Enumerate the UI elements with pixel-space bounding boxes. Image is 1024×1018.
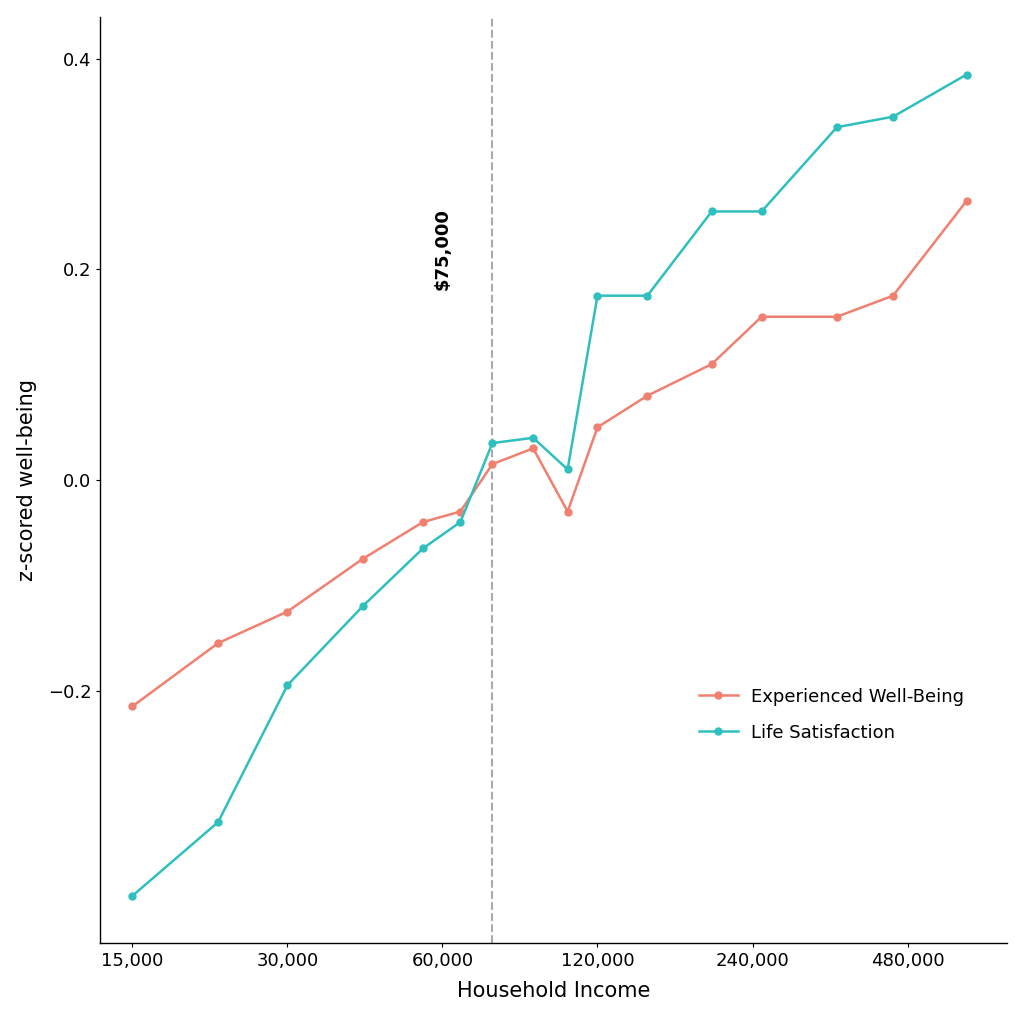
- Line: Life Satisfaction: Life Satisfaction: [129, 71, 970, 899]
- Life Satisfaction: [641, 289, 653, 301]
- Life Satisfaction: [356, 601, 369, 613]
- Experienced Well-Being: [417, 516, 429, 528]
- Life Satisfaction: [126, 890, 138, 902]
- Experienced Well-Being: [591, 421, 603, 434]
- Experienced Well-Being: [486, 458, 499, 470]
- Experienced Well-Being: [356, 553, 369, 565]
- Life Satisfaction: [417, 543, 429, 555]
- Y-axis label: z-scored well-being: z-scored well-being: [16, 379, 37, 581]
- Life Satisfaction: [830, 121, 843, 133]
- Life Satisfaction: [212, 816, 224, 829]
- Experienced Well-Being: [282, 606, 294, 618]
- Experienced Well-Being: [527, 442, 540, 454]
- Legend: Experienced Well-Being, Life Satisfaction: Experienced Well-Being, Life Satisfactio…: [691, 680, 971, 749]
- Experienced Well-Being: [641, 390, 653, 402]
- X-axis label: Household Income: Household Income: [457, 981, 650, 1002]
- Experienced Well-Being: [961, 194, 973, 207]
- Life Satisfaction: [706, 206, 718, 218]
- Life Satisfaction: [486, 437, 499, 449]
- Experienced Well-Being: [706, 358, 718, 371]
- Life Satisfaction: [527, 432, 540, 444]
- Experienced Well-Being: [830, 310, 843, 323]
- Experienced Well-Being: [887, 289, 899, 301]
- Life Satisfaction: [756, 206, 768, 218]
- Line: Experienced Well-Being: Experienced Well-Being: [129, 197, 970, 710]
- Experienced Well-Being: [455, 505, 467, 517]
- Experienced Well-Being: [212, 637, 224, 649]
- Life Satisfaction: [282, 679, 294, 691]
- Life Satisfaction: [455, 516, 467, 528]
- Life Satisfaction: [961, 68, 973, 80]
- Text: $75,000: $75,000: [433, 209, 452, 290]
- Life Satisfaction: [591, 289, 603, 301]
- Life Satisfaction: [887, 111, 899, 123]
- Experienced Well-Being: [561, 505, 573, 517]
- Experienced Well-Being: [756, 310, 768, 323]
- Experienced Well-Being: [126, 700, 138, 713]
- Life Satisfaction: [561, 463, 573, 475]
